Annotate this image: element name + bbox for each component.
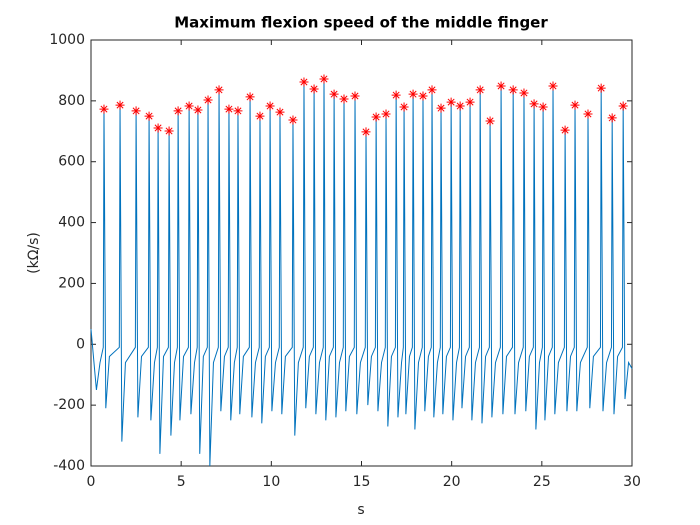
peak-marker xyxy=(309,84,319,94)
x-tick-label: 30 xyxy=(623,474,641,490)
chart-title: Maximum flexion speed of the middle fing… xyxy=(174,14,548,32)
peak-marker xyxy=(583,109,593,119)
peak-marker xyxy=(485,116,495,126)
y-tick-label: 0 xyxy=(76,336,85,352)
x-tick-label: 0 xyxy=(87,474,96,490)
peak-marker xyxy=(255,111,265,121)
y-tick-label: 400 xyxy=(58,215,85,231)
peak-marker xyxy=(596,83,606,93)
peak-marker xyxy=(144,111,154,121)
peak-marker xyxy=(399,102,409,112)
peak-marker xyxy=(115,100,125,110)
peak-marker xyxy=(299,77,309,87)
x-tick-label: 20 xyxy=(443,474,461,490)
peak-marker xyxy=(371,112,381,122)
peak-marker xyxy=(538,102,548,112)
peak-marker xyxy=(184,101,194,111)
peak-marker xyxy=(173,106,183,116)
peak-marker xyxy=(224,104,234,114)
peak-marker xyxy=(329,89,339,99)
peak-marker xyxy=(350,91,360,101)
peak-marker xyxy=(391,90,401,100)
peak-marker xyxy=(99,104,109,114)
x-tick-label: 5 xyxy=(177,474,186,490)
peak-marker xyxy=(548,81,558,91)
peak-marker xyxy=(475,85,485,95)
peak-marker xyxy=(361,127,371,137)
y-tick-label: 1000 xyxy=(49,32,85,48)
y-tick-label: 600 xyxy=(58,154,85,170)
axes-box xyxy=(90,39,633,467)
peak-marker xyxy=(570,100,580,110)
peak-marker xyxy=(508,85,518,95)
peak-marker xyxy=(408,89,418,99)
peak-marker xyxy=(519,88,529,98)
peak-marker xyxy=(607,113,617,123)
y-tick-label: -200 xyxy=(53,397,85,413)
peak-marker xyxy=(288,115,298,125)
x-tick-label: 15 xyxy=(353,474,371,490)
y-axis-label: (kΩ/s) xyxy=(26,232,42,274)
peak-marker xyxy=(465,97,475,107)
peak-marker xyxy=(164,126,174,136)
peak-marker xyxy=(427,85,437,95)
peak-marker xyxy=(319,74,329,84)
peak-marker xyxy=(203,95,213,105)
peak-marker xyxy=(529,99,539,109)
peak-marker xyxy=(618,101,628,111)
peak-marker xyxy=(245,92,255,102)
peak-marker xyxy=(275,107,285,117)
peak-marker xyxy=(214,85,224,95)
peak-marker xyxy=(436,103,446,113)
signal-line xyxy=(90,78,633,467)
y-tick-label: -400 xyxy=(53,458,85,474)
peak-marker xyxy=(153,123,163,133)
peak-marker xyxy=(193,105,203,115)
peak-marker xyxy=(265,101,275,111)
x-axis-label: s xyxy=(357,502,364,518)
y-tick-label: 200 xyxy=(58,275,85,291)
peak-marker xyxy=(233,106,243,116)
peak-marker xyxy=(381,109,391,119)
x-tick-label: 10 xyxy=(262,474,280,490)
peak-marker xyxy=(455,101,465,111)
peak-marker xyxy=(418,91,428,101)
peak-marker xyxy=(496,81,506,91)
peak-marker xyxy=(131,106,141,116)
peak-marker xyxy=(446,97,456,107)
y-tick-label: 800 xyxy=(58,93,85,109)
x-tick-label: 25 xyxy=(533,474,551,490)
peak-marker xyxy=(560,125,570,135)
peak-marker xyxy=(339,94,349,104)
